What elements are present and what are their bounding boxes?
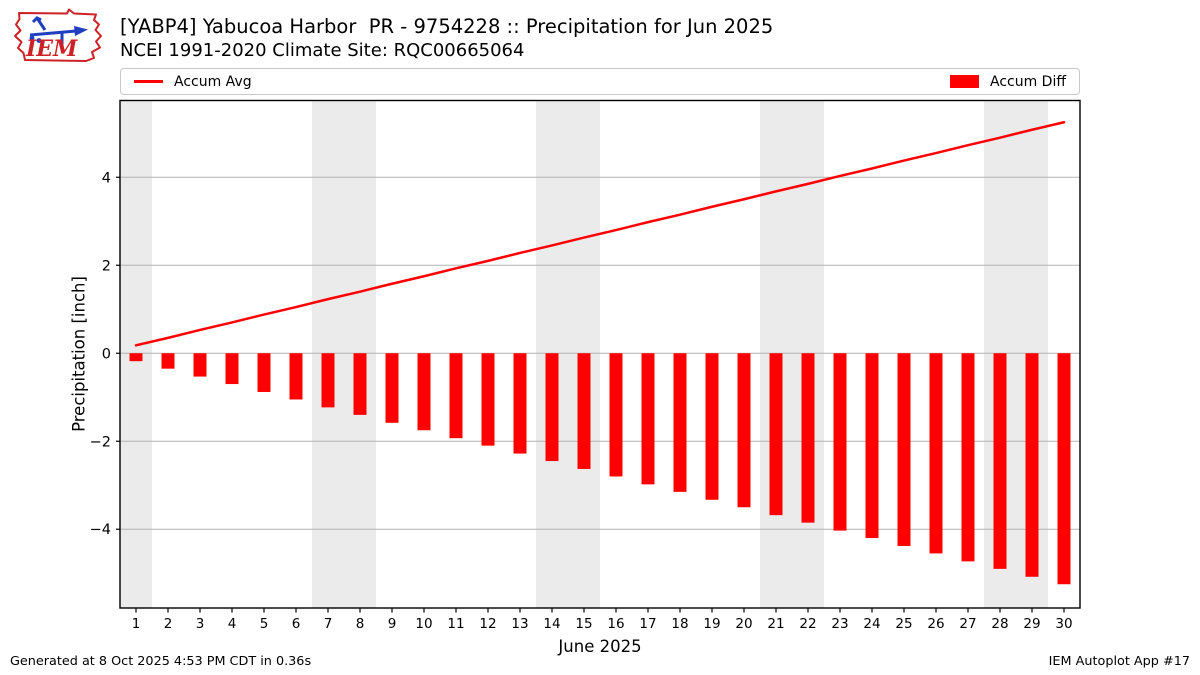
x-tick-label: 25	[895, 616, 912, 632]
x-tick-label: 26	[927, 616, 944, 632]
iowa-outline-icon: IEM	[14, 8, 102, 62]
y-tick-label: 2	[102, 258, 111, 274]
x-tick-label: 7	[324, 616, 333, 632]
accum-diff-bar	[865, 353, 879, 539]
x-tick-label: 13	[511, 616, 528, 632]
x-tick-label: 29	[1023, 616, 1040, 632]
y-tick-label: 0	[102, 346, 111, 362]
iem-logo-text: IEM	[25, 36, 78, 62]
accum-diff-bar	[609, 353, 623, 477]
iem-logo: IEM	[12, 7, 108, 63]
accum-diff-bar	[385, 353, 399, 423]
accum-diff-bar	[929, 353, 943, 554]
x-tick-label: 14	[543, 616, 560, 632]
x-tick-label: 5	[260, 616, 269, 632]
x-tick-label: 9	[388, 616, 397, 632]
x-tick-label: 21	[767, 616, 784, 632]
accum-diff-bar	[1057, 353, 1071, 585]
x-tick-label: 23	[831, 616, 848, 632]
x-tick-label: 16	[607, 616, 624, 632]
x-tick-label: 24	[863, 616, 880, 632]
y-tick-label: −2	[90, 434, 111, 450]
accum-diff-bar	[193, 353, 207, 377]
x-tick-label: 22	[799, 616, 816, 632]
accum-diff-bar	[769, 353, 783, 516]
accum-diff-bar	[161, 353, 175, 369]
y-tick-label: 4	[102, 170, 111, 186]
x-tick-label: 20	[735, 616, 752, 632]
accum-diff-bar	[993, 353, 1007, 569]
accum-diff-bar	[1025, 353, 1039, 577]
y-tick-label: −4	[90, 522, 111, 538]
accum-diff-bar	[545, 353, 559, 462]
chart-legend: Accum Avg Accum Diff	[120, 68, 1080, 95]
app-credit: IEM Autoplot App #17	[1048, 654, 1190, 669]
accum-diff-bar	[513, 353, 527, 454]
accum-diff-bar	[577, 353, 591, 469]
accum-avg-line	[134, 121, 1066, 347]
x-tick-label: 11	[447, 616, 464, 632]
x-tick-label: 1	[132, 616, 141, 632]
x-tick-label: 30	[1055, 616, 1072, 632]
x-tick-label: 19	[703, 616, 720, 632]
accum-diff-bar	[673, 353, 687, 492]
accum-diff-bar	[705, 353, 719, 500]
chart-subtitle: NCEI 1991-2020 Climate Site: RQC00665064	[120, 40, 525, 61]
accum-diff-bar	[353, 353, 367, 415]
accum-diff-label: Accum Diff	[989, 73, 1066, 90]
legend-item-accum-diff: Accum Diff	[949, 73, 1066, 90]
accum-diff-bar	[129, 353, 143, 362]
accum-diff-bar	[449, 353, 463, 439]
accum-diff-bar	[961, 353, 975, 562]
accum-diff-bar	[801, 353, 815, 523]
x-tick-label: 18	[671, 616, 688, 632]
x-tick-label: 17	[639, 616, 656, 632]
x-axis-title: June 2025	[558, 637, 642, 656]
x-tick-label: 2	[164, 616, 173, 632]
accum-diff-bar	[225, 353, 239, 385]
x-tick-label: 15	[575, 616, 592, 632]
plot-border	[119, 99, 1081, 609]
accum-diff-bar	[417, 353, 431, 431]
x-tick-label: 3	[196, 616, 205, 632]
footer: Generated at 8 Oct 2025 4:53 PM CDT in 0…	[0, 654, 1200, 669]
accum-diff-bar	[641, 353, 655, 485]
accum-diff-bar	[481, 353, 495, 446]
legend-item-accum-avg: Accum Avg	[134, 74, 252, 90]
x-tick-label: 10	[415, 616, 432, 632]
accum-avg-line-swatch-icon	[134, 80, 163, 83]
accum-diff-bar	[257, 353, 271, 392]
generated-timestamp: Generated at 8 Oct 2025 4:53 PM CDT in 0…	[10, 654, 312, 669]
accum-diff-bar	[737, 353, 751, 508]
x-tick-label: 4	[228, 616, 237, 632]
wind-vane-icon	[74, 26, 88, 36]
x-tick-label: 6	[292, 616, 301, 632]
y-axis-title: Precipitation [inch]	[69, 276, 89, 432]
x-tick-label: 12	[479, 616, 496, 632]
x-tick-label: 28	[991, 616, 1008, 632]
accum-avg-label: Accum Avg	[174, 73, 252, 90]
chart-title: [YABP4] Yabucoa Harbor PR - 9754228 :: P…	[120, 15, 774, 38]
accum-diff-bar-swatch-icon	[949, 75, 979, 88]
x-tick-label: 27	[959, 616, 976, 632]
title-block: [YABP4] Yabucoa Harbor PR - 9754228 :: P…	[120, 14, 773, 62]
accum-diff-bar	[833, 353, 847, 531]
x-tick-label: 8	[356, 616, 365, 632]
accum-diff-bar	[289, 353, 303, 400]
accum-diff-bar	[897, 353, 911, 546]
accum-diff-bar	[321, 353, 335, 408]
